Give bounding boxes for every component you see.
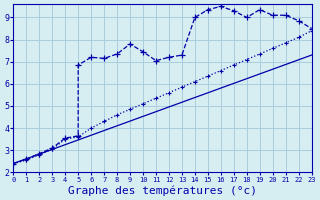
X-axis label: Graphe des températures (°c): Graphe des températures (°c) xyxy=(68,185,257,196)
